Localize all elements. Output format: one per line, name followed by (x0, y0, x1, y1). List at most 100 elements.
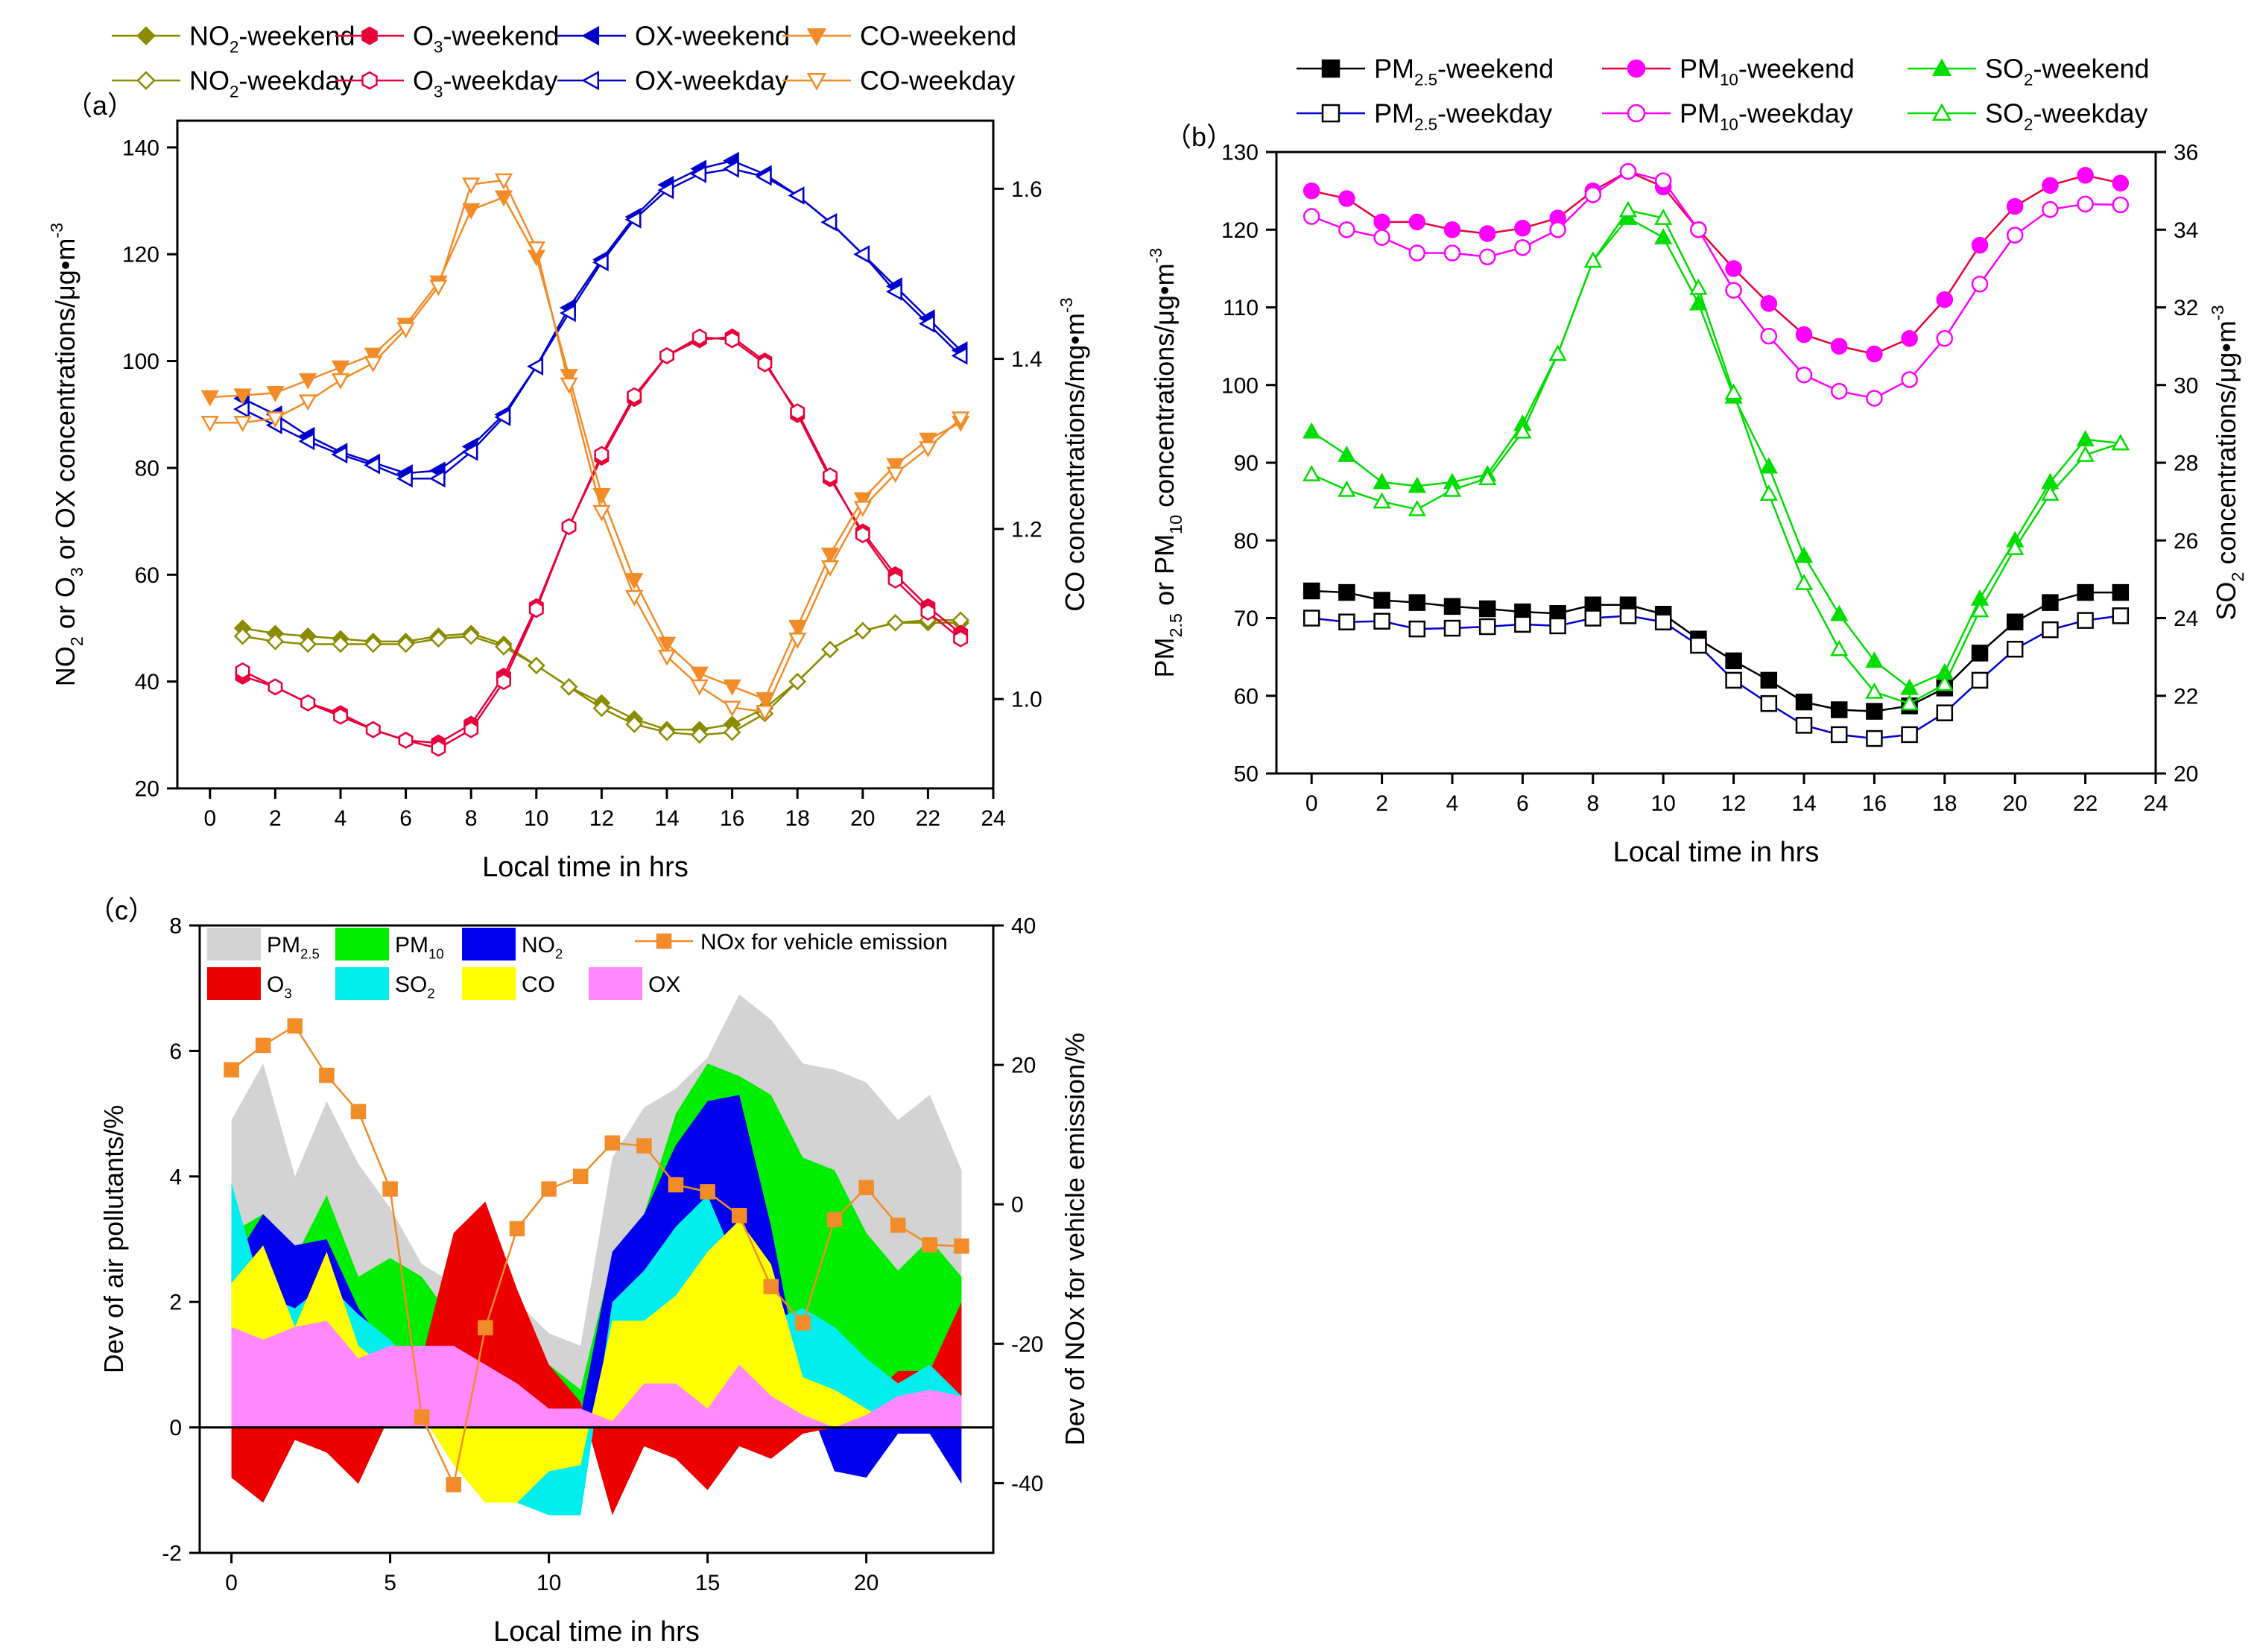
a-series-line-OX-weekend (242, 159, 962, 475)
c-y-left-tick-label: 2 (169, 1291, 182, 1315)
c-nox-data-point (858, 1180, 874, 1196)
b-data-point-PM10-weekend (1830, 338, 1848, 355)
b-data-point-PM2.5-weekend (2112, 583, 2130, 601)
b-data-point-PM2.5-weekday (2006, 640, 2024, 658)
b-data-point-PM10-weekend (1936, 291, 1954, 308)
b-data-point-SO2-weekend (1654, 228, 1673, 244)
b-y-right-tick-label: 20 (2174, 762, 2198, 787)
b-legend-label-PM10-weekend: PM10-weekend (1680, 54, 1855, 89)
a-legend-marker (806, 28, 827, 46)
a-data-point-O3-weekday (659, 346, 674, 364)
c-legend-label-CO: CO (522, 972, 555, 997)
c-legend-label-NO2: NO2 (522, 933, 563, 961)
b-data-point-PM2.5-weekend (2042, 594, 2059, 611)
a-x-tick-label: 22 (916, 806, 940, 831)
a-data-point-O3-weekday (333, 707, 348, 725)
b-x-tick-label: 0 (1305, 791, 1318, 816)
b-data-point-PM10-weekend (1514, 219, 1531, 237)
b-data-point-SO2-weekend (1900, 678, 1919, 695)
c-legend-nox-marker (656, 933, 672, 949)
b-y-right-tick-label: 26 (2174, 529, 2198, 554)
a-data-point-NO2-weekday (886, 614, 905, 632)
b-data-point-PM10-weekday (2006, 227, 2024, 244)
c-legend-patch-PM10 (335, 928, 389, 960)
a-data-point-NO2-weekday (429, 630, 448, 648)
b-data-point-PM10-weekend (1408, 213, 1426, 231)
b-data-point-PM2.5-weekend (1830, 701, 1848, 718)
b-legend-marker (1627, 59, 1646, 78)
c-nox-data-point (319, 1067, 335, 1083)
b-data-point-PM2.5-weekend (1478, 600, 1496, 618)
a-legend-marker (581, 70, 600, 91)
a-data-point-NO2-weekday (332, 635, 349, 653)
a-data-point-CO-weekday (560, 377, 578, 394)
b-series-line-SO2-weekend (1311, 217, 2121, 689)
a-data-point-CO-weekday (462, 177, 481, 194)
a-x-tick-label: 4 (335, 806, 347, 831)
a-data-point-O3-weekday (268, 678, 283, 696)
a-data-point-O3-weekday (463, 721, 479, 738)
b-data-point-PM10-weekday (1549, 221, 1566, 238)
a-data-point-CO-weekday (756, 705, 774, 721)
b-data-point-PM10-weekday (2042, 200, 2059, 218)
b-data-point-PM2.5-weekday (2077, 612, 2094, 629)
a-y-right-tick-label: 1.0 (1011, 688, 1042, 712)
b-data-point-PM10-weekend (1373, 213, 1390, 231)
c-nox-data-point (350, 1104, 367, 1120)
a-x-tick-label: 16 (720, 806, 744, 831)
a-data-point-NO2-weekday (788, 672, 806, 691)
a-legend-label-CO-weekday: CO-weekday (860, 66, 1015, 96)
b-y-left-tick-label: 130 (1221, 141, 1259, 165)
a-data-point-O3-weekday (561, 518, 577, 536)
a-y-left-axis-title: NO2 or O3 or OX concentrations/μg•m-3 (47, 223, 86, 686)
b-x-tick-label: 24 (2143, 791, 2168, 816)
c-y-left-axis-title: Dev of air pollutants/% (98, 1105, 129, 1373)
b-y-left-tick-label: 120 (1221, 218, 1259, 243)
a-data-point-CO-weekend (331, 360, 350, 377)
c-y-right-axis-title: Dev of NOx for vehicle emission/% (1060, 1033, 1090, 1446)
b-data-point-PM10-weekend (1338, 190, 1355, 207)
a-legend-label-OX-weekend: OX-weekend (635, 21, 790, 51)
c-panel-label: （c） (88, 895, 155, 925)
c-x-tick-label: 20 (854, 1571, 879, 1595)
c-nox-data-point (287, 1018, 303, 1034)
a-data-point-OX-weekday (853, 245, 870, 264)
b-data-point-PM10-weekend (1478, 225, 1496, 242)
b-data-point-PM2.5-weekend (2077, 583, 2094, 601)
a-legend-label-OX-weekday: OX-weekday (635, 66, 788, 96)
a-panel-label: （a） (66, 90, 134, 121)
c-plot-frame-top (198, 924, 995, 1554)
c-y-left-tick-label: -2 (162, 1542, 182, 1566)
b-data-point-PM10-weekday (1584, 186, 1602, 203)
a-data-point-NO2-weekday (625, 715, 643, 733)
b-x-tick-label: 20 (2003, 791, 2028, 816)
a-legend-label-O3-weekday: O3-weekday (413, 66, 558, 101)
a-legend-label-CO-weekend: CO-weekend (860, 21, 1016, 51)
b-data-point-PM10-weekend (1302, 182, 1320, 200)
c-legend-patch-SO2 (335, 967, 389, 1000)
a-data-point-CO-weekday (396, 322, 415, 339)
a-y-left-tick-label: 80 (135, 456, 159, 481)
b-data-point-PM10-weekday (1478, 248, 1496, 265)
b-data-point-PM10-weekday (1373, 229, 1390, 246)
b-data-point-PM2.5-weekday (1725, 671, 1742, 689)
a-data-point-NO2-weekday (691, 726, 709, 744)
b-data-point-SO2-weekday (1302, 465, 1321, 481)
c-legend-label-SO2: SO2 (395, 972, 435, 1001)
c-legend-patch-PM2.5 (207, 928, 261, 960)
a-data-point-OX-weekday (396, 469, 413, 488)
b-data-point-SO2-weekday (1583, 251, 1602, 268)
a-data-point-CO-weekday (299, 394, 317, 411)
b-data-point-PM2.5-weekday (1936, 704, 1954, 721)
b-x-tick-label: 18 (1932, 791, 1957, 816)
c-legend-patch-OX (589, 967, 642, 1000)
b-data-point-PM10-weekday (1866, 390, 1883, 407)
a-data-point-NO2-weekday (658, 723, 676, 741)
a-y-left-tick-label: 120 (122, 243, 159, 268)
b-data-point-PM10-weekend (1971, 236, 1989, 254)
a-legend-marker (136, 71, 156, 90)
c-nox-data-point (414, 1409, 430, 1425)
a-data-point-OX-weekday (788, 186, 805, 205)
